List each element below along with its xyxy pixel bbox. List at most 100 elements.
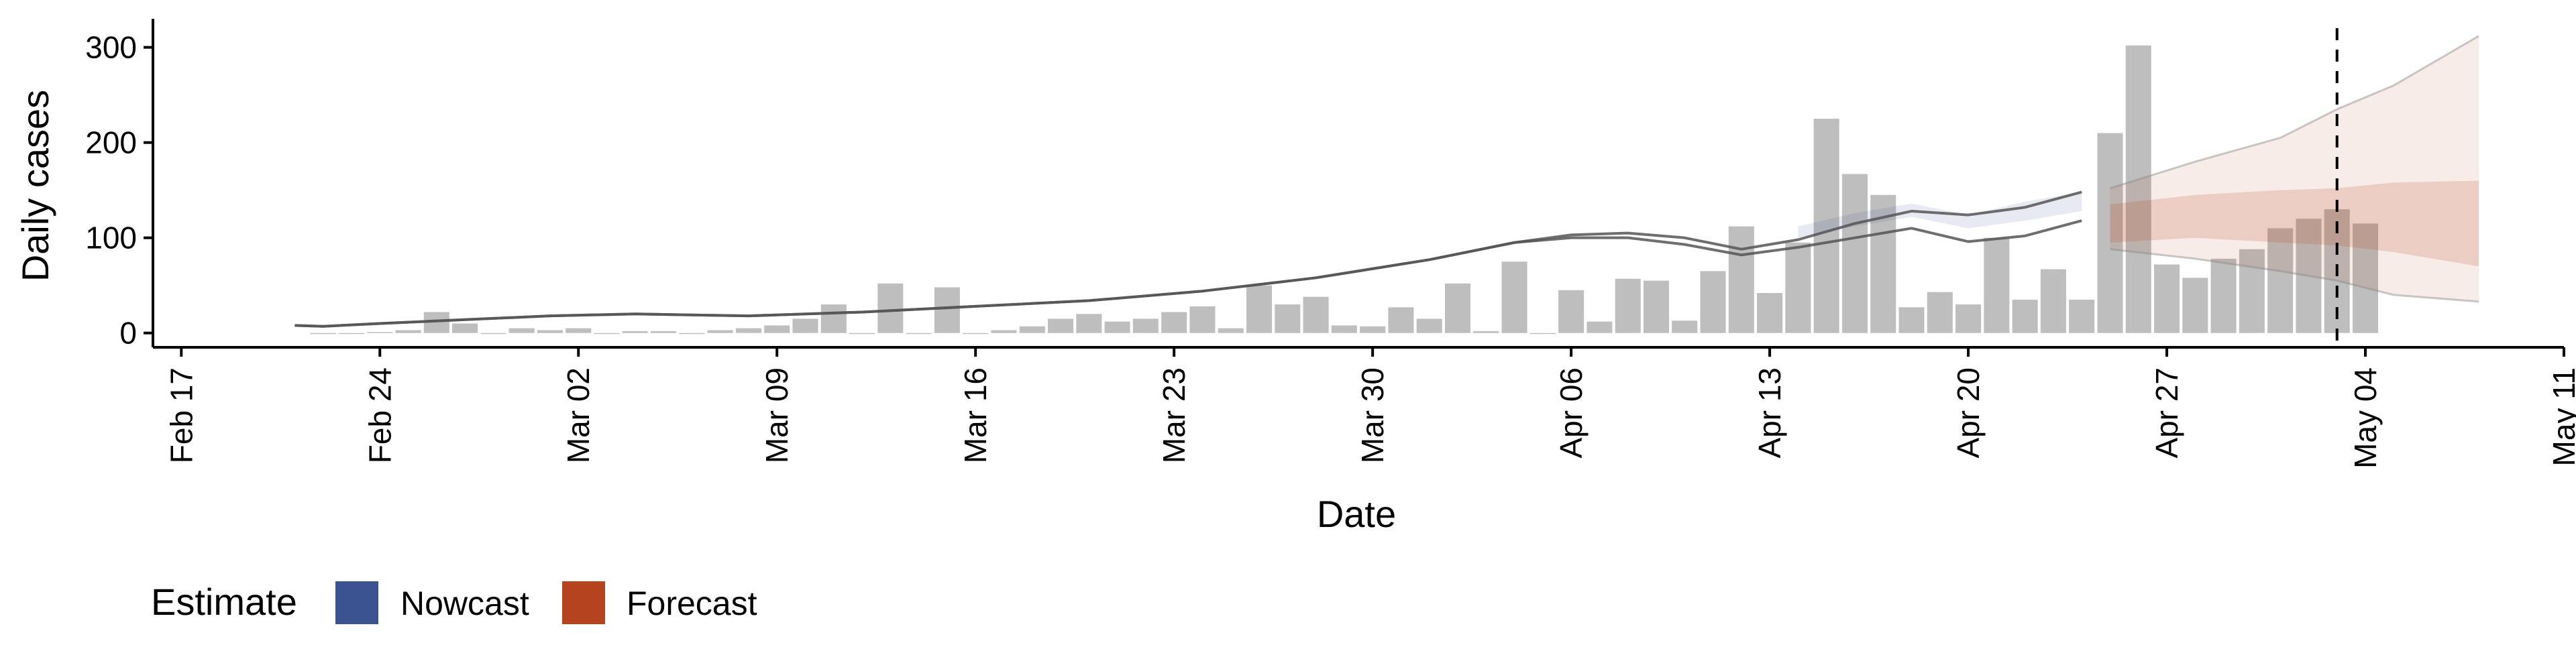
- case-bar: [1672, 320, 1698, 333]
- forecast-upper-line: [2110, 35, 2479, 190]
- x-tick-label: Apr 13: [1752, 367, 1787, 459]
- case-bar: [1955, 304, 1982, 333]
- case-bar: [735, 328, 761, 333]
- x-tick-label: Mar 09: [759, 367, 794, 463]
- case-bar: [1615, 278, 1641, 333]
- x-tick-label: Feb 24: [362, 367, 397, 463]
- bars-layer: [310, 45, 2379, 335]
- x-tick-label: Apr 27: [2149, 367, 2184, 459]
- case-bar: [877, 283, 904, 333]
- case-bar: [1019, 326, 1045, 333]
- case-bar: [452, 323, 478, 333]
- case-bar: [1076, 314, 1102, 333]
- legend-label-forecast: Forecast: [627, 585, 757, 622]
- case-bar: [963, 333, 989, 335]
- case-bar: [1757, 293, 1783, 333]
- case-bar: [537, 330, 563, 333]
- case-bar: [1275, 304, 1301, 333]
- case-bar: [2296, 219, 2322, 333]
- x-axis-title: Date: [1317, 493, 1396, 535]
- case-bar: [1104, 321, 1130, 333]
- case-bar: [1841, 174, 1868, 333]
- case-bar: [1132, 318, 1159, 333]
- case-bar: [367, 332, 393, 333]
- case-bar: [1360, 326, 1386, 333]
- axes-layer: 0 100 200 300 Feb 17 Feb 24 Mar 02 Mar 09 Mar 16…: [85, 19, 2576, 469]
- case-bar: [679, 333, 705, 335]
- forecast-lower-line: [2110, 248, 2479, 303]
- case-bar: [991, 330, 1017, 333]
- case-bar: [1246, 285, 1273, 333]
- case-bar: [651, 331, 677, 333]
- lines-layer: [294, 28, 2479, 347]
- case-bar: [2239, 249, 2265, 333]
- case-bar: [1700, 271, 1726, 333]
- case-bar: [1529, 333, 1556, 335]
- case-bar: [1303, 296, 1329, 333]
- case-bar: [934, 287, 960, 333]
- case-bar: [1218, 328, 1244, 333]
- y-tick-label: 300: [85, 30, 137, 65]
- case-bar: [1785, 242, 1811, 333]
- case-bar: [480, 333, 506, 335]
- case-bar: [1331, 325, 1357, 333]
- case-bar: [2267, 228, 2294, 333]
- x-tick-label: May 04: [2348, 367, 2383, 469]
- case-bar: [792, 318, 818, 333]
- legend-swatch-nowcast: [335, 581, 378, 624]
- case-bar: [338, 333, 364, 335]
- case-bar: [906, 333, 932, 335]
- x-tick-label: Mar 23: [1157, 367, 1191, 463]
- legend: Estimate Nowcast Forecast: [151, 581, 757, 624]
- y-tick-label: 0: [119, 316, 137, 351]
- case-bar: [820, 304, 847, 333]
- case-bar: [1927, 292, 1953, 333]
- case-bar: [2210, 258, 2237, 333]
- case-bar: [1728, 226, 1754, 333]
- case-bar: [1048, 318, 1074, 333]
- case-bar: [1189, 306, 1216, 333]
- case-bar: [1501, 261, 1527, 333]
- y-axis-title: Daily cases: [14, 90, 56, 282]
- y-tick-label: 200: [85, 125, 137, 160]
- x-tick-label: Mar 16: [958, 367, 993, 463]
- legend-swatch-forecast: [562, 581, 605, 624]
- case-bar: [2353, 223, 2379, 333]
- case-bar: [310, 333, 336, 335]
- case-bar: [1558, 290, 1585, 333]
- x-tick-label: Apr 06: [1554, 367, 1589, 459]
- forecast-band-outer: [2110, 36, 2479, 302]
- case-bar: [707, 330, 733, 333]
- case-bar: [1898, 307, 1925, 333]
- case-bar: [1587, 321, 1613, 333]
- case-bar: [622, 331, 648, 333]
- case-bar: [2012, 299, 2038, 333]
- x-tick-label: Feb 17: [164, 367, 199, 463]
- case-bar: [1643, 280, 1669, 333]
- case-bar: [1416, 318, 1442, 333]
- case-bar: [1161, 312, 1187, 333]
- case-bar: [1388, 307, 1414, 333]
- x-tick-label: Mar 02: [561, 367, 596, 463]
- case-bar: [594, 333, 620, 335]
- y-tick-label: 100: [85, 221, 137, 255]
- forecast-band-inner: [2110, 180, 2479, 267]
- case-bar: [2040, 269, 2066, 333]
- estimate-line-2: [294, 219, 2082, 328]
- case-bar: [566, 328, 592, 333]
- bands-layer: [1798, 36, 2479, 302]
- case-bar: [2182, 278, 2208, 333]
- x-tick-label: Apr 20: [1951, 367, 1986, 459]
- x-tick-label: Mar 30: [1355, 367, 1390, 463]
- legend-label-nowcast: Nowcast: [400, 585, 529, 622]
- case-bar: [1813, 119, 1839, 333]
- case-bar: [1444, 283, 1471, 333]
- case-bar: [395, 330, 421, 333]
- case-bar: [2125, 45, 2151, 333]
- x-tick-label: May 11: [2546, 367, 2576, 466]
- case-bar: [1984, 237, 2010, 333]
- case-bar: [2097, 133, 2123, 333]
- case-bar: [2154, 264, 2180, 333]
